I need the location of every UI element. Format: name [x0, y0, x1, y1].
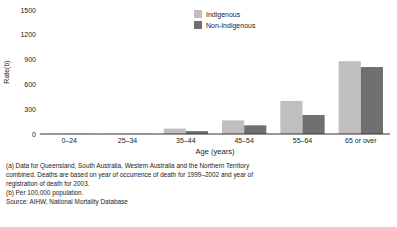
y-tick-label: 1200: [20, 31, 36, 38]
x-axis-label: Age (years): [196, 147, 235, 156]
legend-label: Non-Indigenous: [206, 22, 256, 30]
bar: [244, 125, 266, 134]
x-tick-label: 0–24: [61, 137, 77, 144]
chart: 0 300 600 900 1200 1500 Rate(b) 0–24 25–34 35–44 4…: [0, 0, 397, 227]
x-tick-label: 55–64: [293, 137, 313, 144]
bar: [361, 67, 383, 134]
footnote: registration of death for 2003.: [6, 180, 90, 188]
footnote: (b) Per 100,000 population.: [6, 189, 84, 197]
bar: [280, 101, 302, 134]
y-tick-label: 0: [32, 131, 36, 138]
footnote: combined. Deaths are based on year of oc…: [6, 171, 253, 179]
bar: [339, 61, 361, 134]
y-tick-label: 900: [24, 56, 36, 63]
legend-swatch: [194, 21, 202, 29]
x-tick-label: 45–54: [234, 137, 254, 144]
x-tick-label: 65 or over: [345, 137, 377, 144]
bar: [164, 129, 186, 134]
y-tick-label: 1500: [20, 7, 36, 14]
x-tick-label: 35–44: [176, 137, 196, 144]
x-axis-line: [40, 134, 390, 135]
legend-swatch: [194, 10, 202, 18]
x-tick-label: 25–34: [118, 137, 138, 144]
y-tick-label: 600: [24, 81, 36, 88]
legend: Indigenous Non-Indigenous: [194, 10, 256, 30]
legend-label: Indigenous: [206, 11, 241, 19]
bar: [222, 120, 244, 134]
bar: [303, 115, 325, 134]
bars: [47, 61, 383, 134]
y-axis-label: Rate(b): [3, 60, 11, 83]
footnote: Source: AIHW, National Mortality Databas…: [6, 198, 128, 206]
footnote: (a) Data for Queensland, South Australia…: [6, 162, 250, 170]
y-tick-label: 300: [24, 106, 36, 113]
